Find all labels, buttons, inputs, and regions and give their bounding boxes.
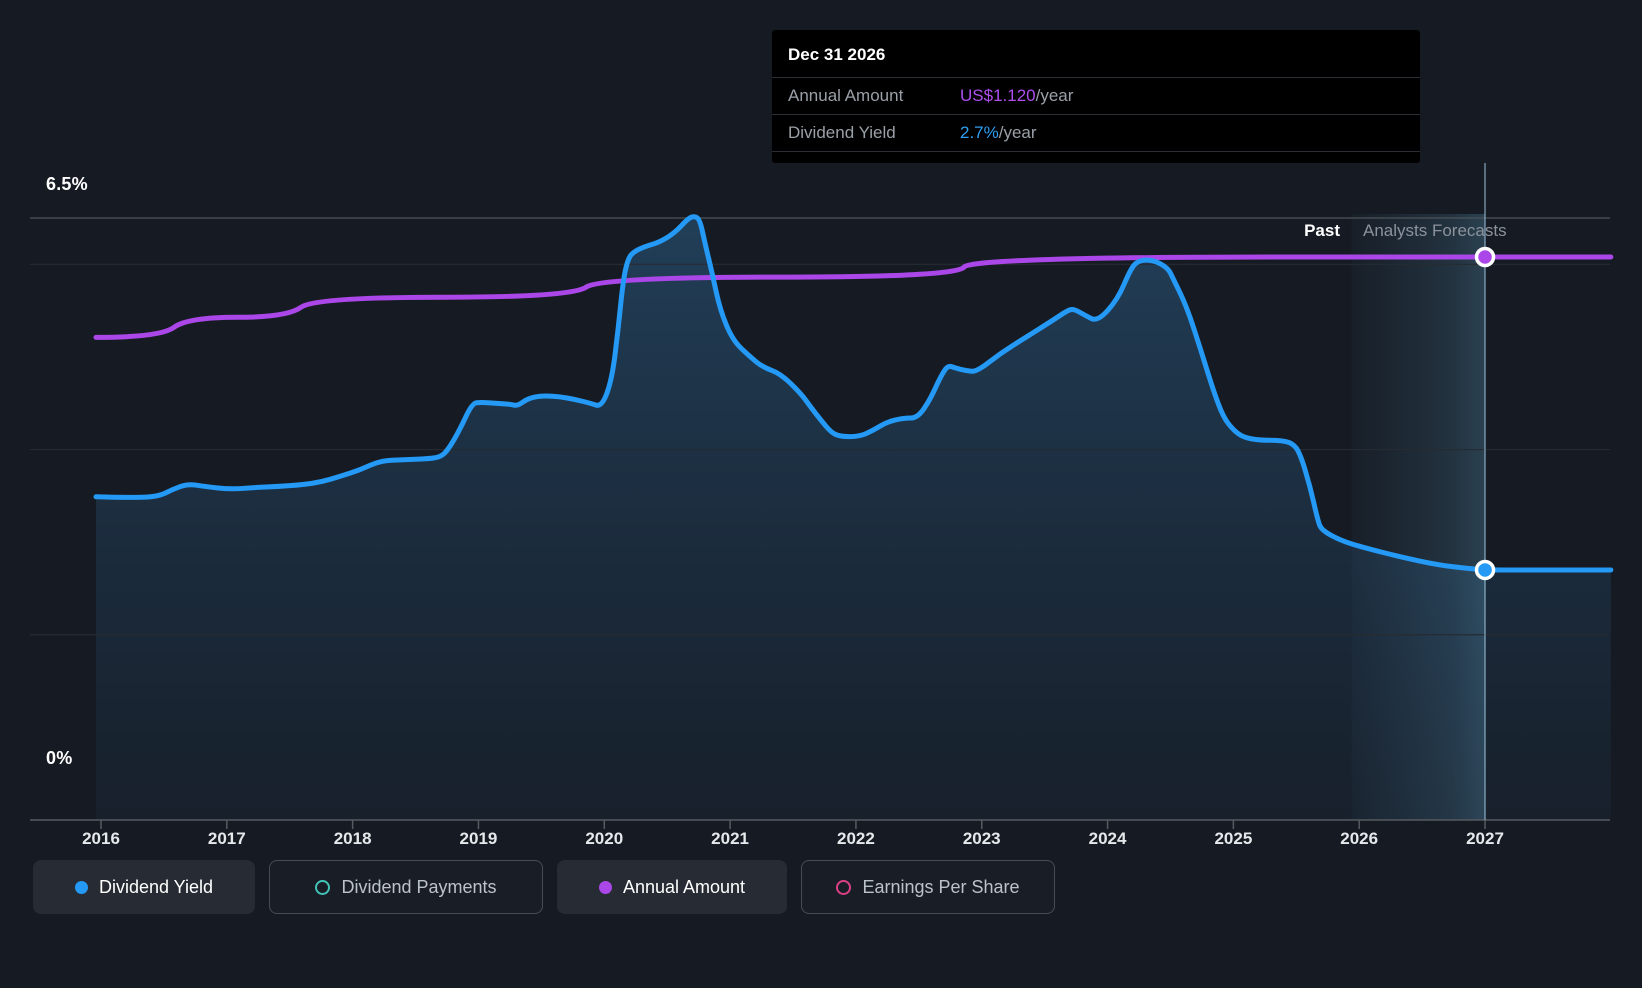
x-axis-label: 2017: [207, 829, 246, 848]
series-lines: [93, 214, 1614, 573]
analysts-forecasts-label: Analysts Forecasts: [1363, 221, 1507, 240]
chart-tooltip: Dec 31 2026 Annual Amount US$1.120 /year…: [772, 30, 1420, 163]
gridlines: [30, 217, 1610, 821]
x-axis-label: 2027: [1466, 829, 1504, 848]
x-axis-label: 2026: [1340, 829, 1379, 848]
tooltip-value: 2.7%: [960, 123, 999, 142]
tooltip-suffix: /year: [998, 123, 1037, 142]
x-axis-label: 2020: [585, 829, 624, 848]
dividend-payments-ring-icon: [315, 879, 331, 895]
legend-earnings-per-share-button[interactable]: Earnings Per Share: [801, 860, 1055, 914]
tooltip-row-dividend-yield: Dividend Yield 2.7% /year: [772, 114, 1420, 151]
legend-label: Dividend Yield: [98, 876, 214, 897]
x-axis-label: 2023: [962, 829, 1001, 848]
x-axis-label: 2025: [1214, 829, 1253, 848]
series-markers: [1474, 246, 1496, 581]
legend-label: Earnings Per Share: [862, 876, 1020, 897]
legend-annual-amount-button[interactable]: Annual Amount: [557, 860, 787, 914]
x-axis-label: 2018: [333, 829, 372, 848]
y-axis-max-label: 6.5%: [46, 174, 88, 194]
forecast-band: [1351, 214, 1486, 820]
chart-legend: Dividend Yield Dividend Payments Annual …: [33, 860, 1055, 914]
x-axis-label: 2019: [459, 829, 498, 848]
tooltip-row-annual-amount: Annual Amount US$1.120 /year: [772, 77, 1420, 114]
x-axis-label: 2016: [82, 829, 120, 848]
dividend-yield-dot-icon: [74, 880, 88, 894]
x-axis-label: 2022: [836, 829, 875, 848]
legend-dividend-payments-button[interactable]: Dividend Payments: [269, 860, 543, 914]
y-axis-min-label: 0%: [46, 748, 73, 768]
x-axis-label: 2024: [1088, 829, 1127, 848]
x-axis-ticks: [100, 820, 1486, 829]
tooltip-date: Dec 31 2026: [788, 45, 886, 64]
legend-label: Annual Amount: [622, 876, 746, 897]
legend-label: Dividend Payments: [341, 876, 497, 897]
x-axis-label: 2021: [711, 829, 749, 848]
annual-amount-dot-icon: [598, 880, 612, 894]
dividend-yield-area-fill: [95, 216, 1611, 820]
tooltip-label: Dividend Yield: [788, 123, 896, 142]
past-period-label: Past: [1304, 221, 1340, 240]
tooltip-value: US$1.120: [960, 86, 1036, 105]
tooltip-suffix: /year: [1035, 86, 1074, 105]
tooltip-label: Annual Amount: [788, 86, 904, 105]
earnings-per-share-ring-icon: [836, 879, 852, 895]
legend-dividend-yield-button[interactable]: Dividend Yield: [33, 860, 255, 914]
